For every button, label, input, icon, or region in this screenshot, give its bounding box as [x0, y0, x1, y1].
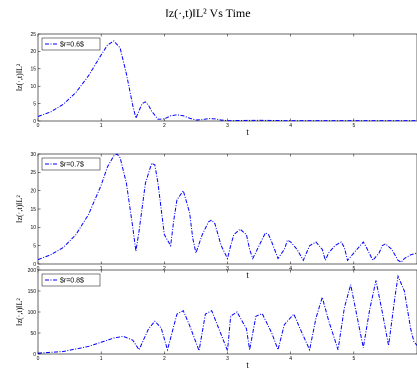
x-tick-label: 5 [352, 356, 355, 362]
y-tick-label: 25 [30, 32, 36, 38]
axes-frame [37, 153, 417, 265]
y-tick-label: 15 [30, 67, 36, 73]
y-tick-label: 15 [30, 207, 36, 213]
x-tick-label: 5 [352, 266, 355, 272]
x-tick-label: 2 [163, 266, 166, 272]
y-tick-label: 25 [30, 170, 36, 176]
x-tick-label: 4 [289, 356, 292, 362]
x-tick-label: 2 [163, 123, 166, 129]
legend-box [41, 157, 101, 171]
x-axis-label: t [246, 271, 249, 280]
y-tick-label: 30 [30, 152, 36, 158]
legend: $r=0.8$ [41, 273, 101, 287]
y-axis-label: ‖z(·,t)‖L² [15, 298, 24, 326]
y-tick-label: 20 [30, 49, 36, 55]
y-tick-label: 100 [28, 310, 37, 316]
x-tick-label: 4 [289, 266, 292, 272]
x-tick-label: 0 [37, 266, 40, 272]
y-tick-label: 20 [30, 188, 36, 194]
y-tick-label: 5 [33, 243, 36, 249]
legend: $r=0.6$ [41, 37, 101, 51]
legend-label: $r=0.8$ [60, 278, 84, 285]
figure-title: ‖z(·,t)‖L² Vs Time [165, 6, 250, 20]
y-axis-label: ‖z(·,t)‖L² [15, 63, 24, 91]
y-tick-label: 0 [33, 119, 36, 125]
y-tick-label: 200 [28, 268, 37, 274]
legend-label: $r=0.7$ [60, 162, 84, 169]
x-axis-label: t [246, 361, 249, 370]
x-tick-label: 2 [163, 356, 166, 362]
y-tick-label: 150 [28, 289, 37, 295]
x-tick-label: 1 [100, 356, 103, 362]
x-axis-label: t [246, 128, 249, 137]
legend-label: $r=0.6$ [60, 42, 84, 49]
y-tick-label: 0 [33, 352, 36, 358]
x-tick-label: 3 [226, 356, 229, 362]
x-tick-label: 1 [100, 266, 103, 272]
x-tick-label: 0 [37, 123, 40, 129]
series-line [37, 153, 417, 263]
legend-box [41, 273, 101, 287]
y-tick-label: 50 [30, 331, 36, 337]
x-tick-label: 0 [37, 356, 40, 362]
x-tick-label: 3 [226, 123, 229, 129]
series-line [37, 40, 417, 122]
legend: $r=0.7$ [41, 157, 101, 171]
y-tick-label: 5 [33, 101, 36, 107]
series-line [37, 274, 417, 354]
panel-1: 0 1 2 3 4 5 0 5 10 15 20 25 t ‖z(·,t)‖L² $r=0.6$ [15, 32, 417, 137]
y-tick-label: 10 [30, 225, 36, 231]
x-tick-label: 5 [352, 123, 355, 129]
y-tick-label: 0 [33, 262, 36, 268]
y-tick-label: 10 [30, 84, 36, 90]
x-tick-label: 4 [289, 123, 292, 129]
x-tick-label: 1 [100, 123, 103, 129]
y-axis-label: ‖z(·,t)‖L² [15, 195, 24, 223]
panel-2: 0 1 2 3 4 5 0 5 10 15 20 25 30 t ‖z(·,t)‖L² $r=0.7$ [15, 152, 417, 280]
legend-box [41, 37, 101, 51]
x-tick-label: 3 [226, 266, 229, 272]
